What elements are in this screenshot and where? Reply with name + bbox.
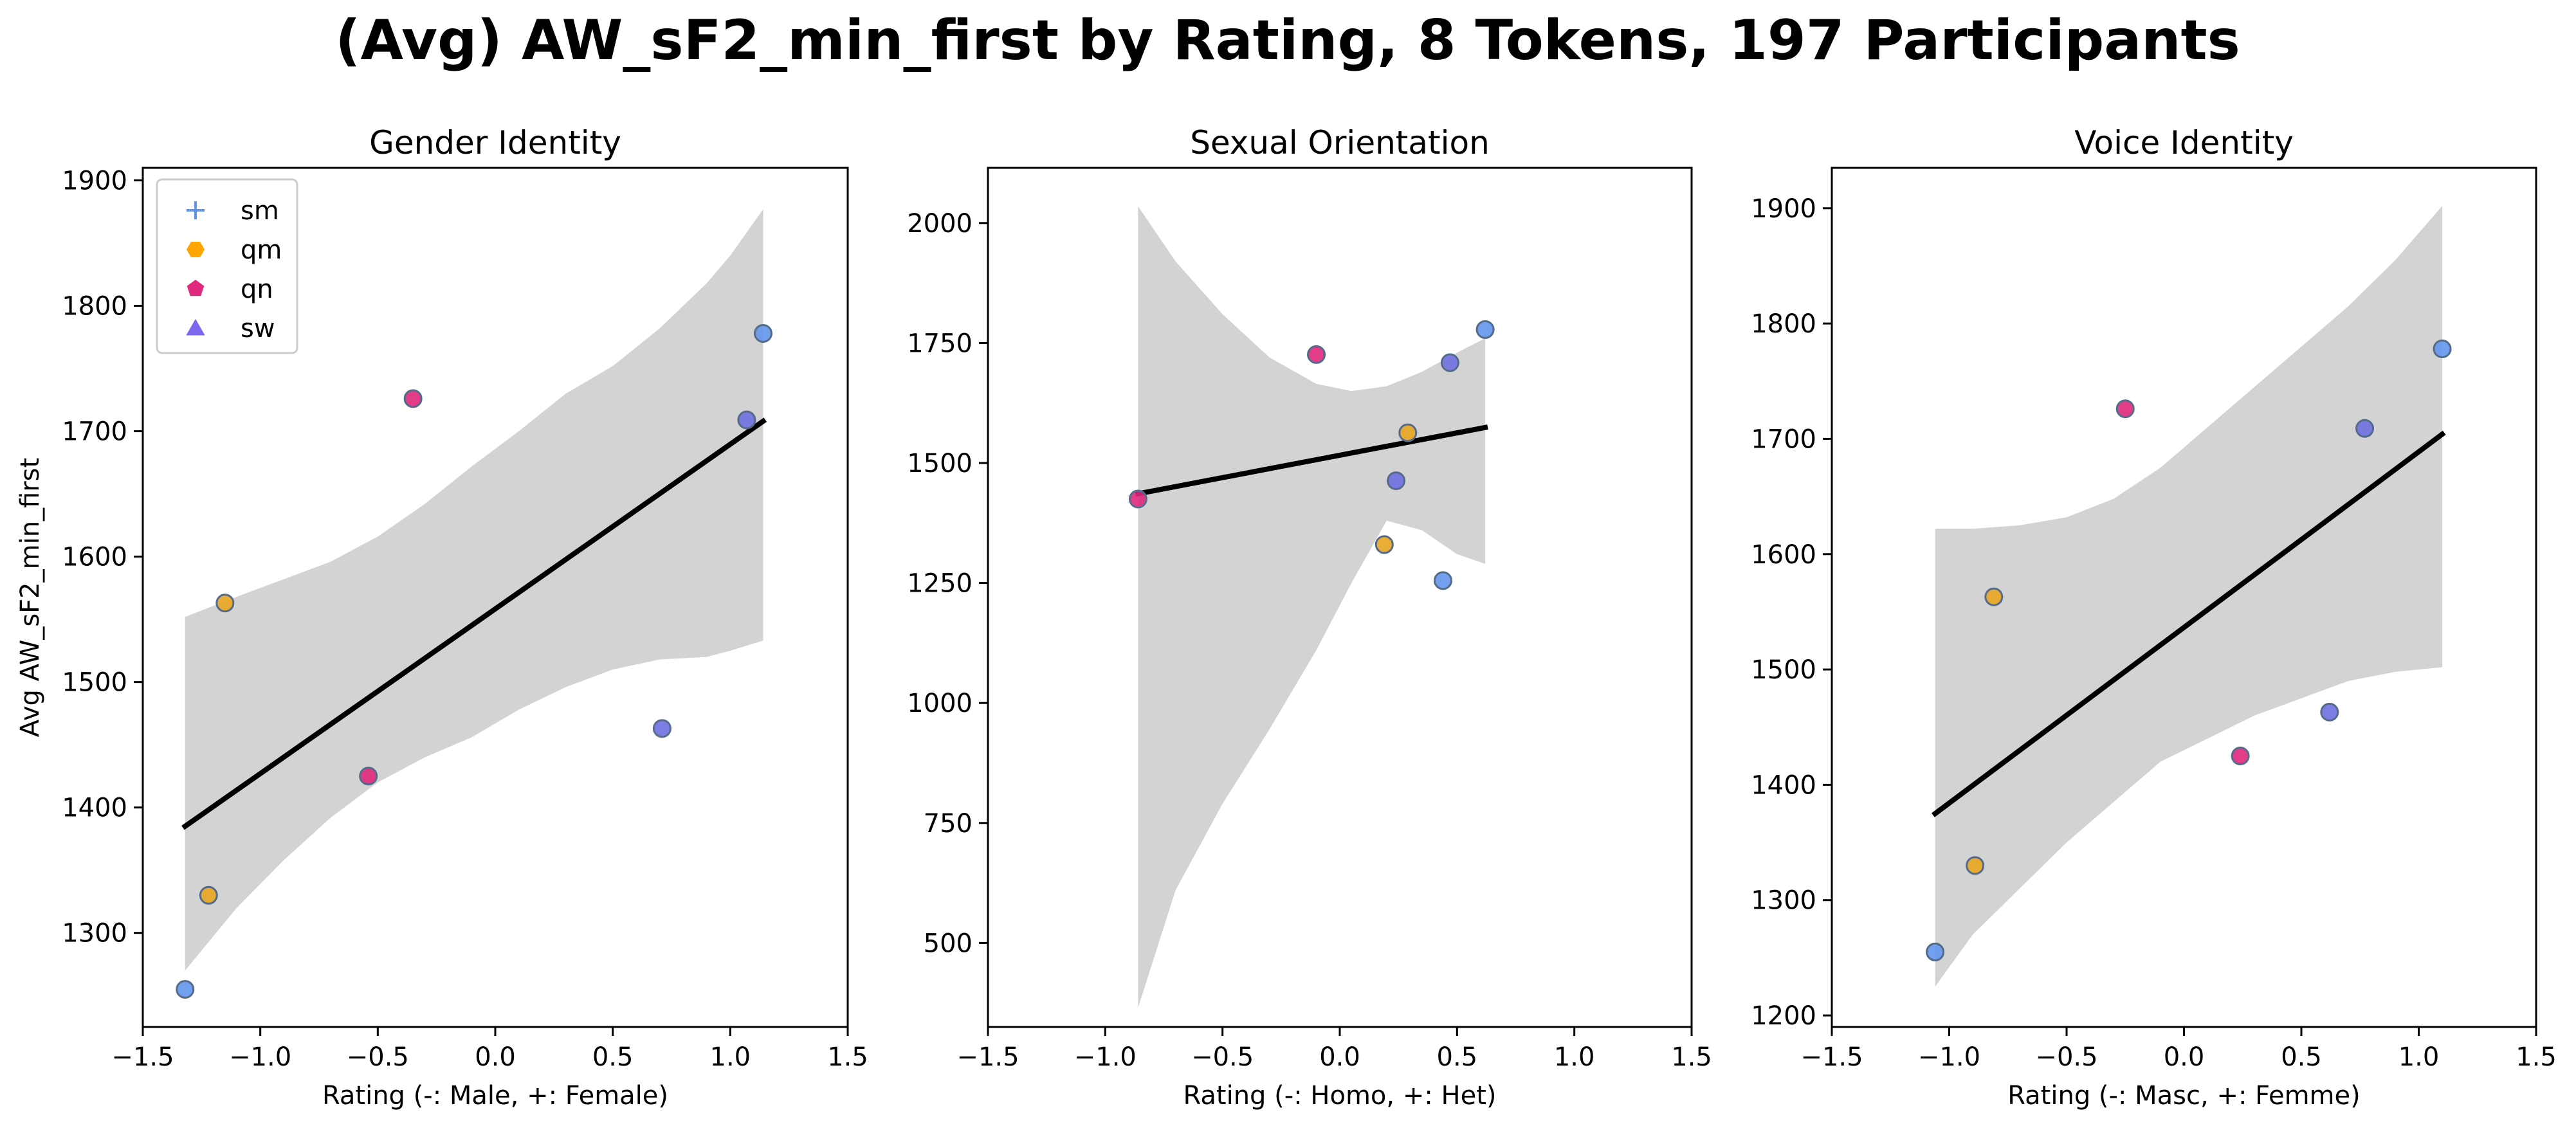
legend-marker-plus [187,201,205,219]
data-point-qm [1375,535,1394,554]
x-tick-label: 0.5 [2281,1042,2322,1072]
data-point-qn [1307,345,1326,364]
data-point-qn [359,767,378,786]
legend: sm qm qn sw [156,178,298,354]
data-point-qm [215,594,235,613]
panel-title: Gender Identity [369,124,621,161]
legend-label-qn: qn [241,275,273,304]
confidence-band [1138,206,1486,1008]
y-tick-label: 750 [924,809,973,839]
legend-label-sm: sm [241,196,279,226]
panel-2: −1.5 −1.0 −0.5 0.0 0.5 1.0 1.5 500 750 1000 1250 15… [907,124,1712,1111]
data-point-qm [199,885,218,905]
panel-title: Voice Identity [2074,124,2294,161]
data-point-qm [1966,856,1985,875]
x-tick-label: −1.5 [956,1042,1019,1072]
y-tick-label: 2000 [907,209,973,239]
y-tick-label: 1800 [1751,309,1816,339]
data-point-qn [1128,489,1147,509]
data-point-sw [737,410,756,430]
data-point-qm [1398,423,1418,442]
x-tick-label: −0.5 [2035,1042,2097,1072]
data-point-sm [1433,571,1452,590]
y-tick-label: 1900 [62,167,127,196]
legend-label-sw: sw [241,314,275,343]
y-tick-label: 1600 [1751,540,1816,570]
y-tick-label: 1700 [62,417,127,447]
y-tick-label: 1800 [62,292,127,322]
data-point-qn [2115,399,2135,419]
regression-line [1135,424,1488,497]
confidence-band [185,209,763,971]
data-point-sm [2433,340,2452,359]
regression-line [1932,430,2446,817]
y-tick-label: 1900 [1751,194,1816,224]
y-tick-label: 1500 [907,449,973,478]
y-tick-label: 1500 [1751,655,1816,685]
y-tick-label: 1300 [62,919,127,949]
data-point-sw [2320,702,2339,722]
x-tick-label: 0.5 [592,1042,634,1072]
data-point-sm [1475,320,1495,340]
x-tick-label: −1.0 [229,1042,291,1072]
figure-title: (Avg) AW_sF2_min_first by Rating, 8 Toke… [335,8,2240,73]
y-tick-label: 1000 [907,689,973,718]
y-tick-label: 1400 [1751,770,1816,800]
data-point-qn [2231,747,2250,766]
y-tick-label: 1250 [907,569,973,599]
y-tick-label: 1500 [62,668,127,698]
panel-1: −1.5 −1.0 −0.5 0.0 0.5 1.0 1.5 1300 1400 1500 1600… [15,124,868,1111]
x-tick-label: 0.5 [1437,1042,1478,1072]
legend-marker-pentagon [187,280,205,296]
x-tick-label: −0.5 [347,1042,409,1072]
panel-title: Sexual Orientation [1190,124,1490,161]
panels: −1.5 −1.0 −0.5 0.0 0.5 1.0 1.5 1300 1400 1500 1600… [15,124,2557,1111]
y-tick-label: 1750 [907,329,973,358]
panel-3: −1.5 −1.0 −0.5 0.0 0.5 1.0 1.5 1200 1300 1400 1500… [1751,124,2557,1111]
x-axis-label: Rating (-: Homo, +: Het) [1183,1081,1496,1111]
data-point-sm [176,979,195,999]
confidence-band [1935,206,2442,987]
x-tick-label: 1.0 [1554,1042,1595,1072]
x-axis-label: Rating (-: Male, +: Female) [322,1081,668,1111]
legend-marker-triangle [186,319,205,336]
x-tick-label: 1.0 [710,1042,751,1072]
y-tick-label: 1300 [1751,886,1816,916]
x-tick-label: −0.5 [1191,1042,1254,1072]
data-point-sw [652,719,671,738]
x-tick-label: 1.0 [2398,1042,2440,1072]
x-tick-label: 1.5 [827,1042,868,1072]
x-tick-label: 0.0 [1319,1042,1360,1072]
y-tick-label: 1600 [62,543,127,572]
legend-marker-hexagon [187,241,205,258]
x-tick-label: 0.0 [475,1042,516,1072]
x-tick-label: −1.5 [1800,1042,1863,1072]
y-tick-label: 1200 [1751,1001,1816,1031]
regression-line [181,417,767,830]
x-tick-label: 1.5 [1671,1042,1712,1072]
data-point-sm [753,323,772,343]
y-tick-label: 500 [924,929,973,958]
data-point-qn [403,389,423,408]
x-tick-label: −1.0 [1918,1042,1980,1072]
x-tick-label: 1.5 [2516,1042,2557,1072]
legend-box [156,178,298,354]
y-tick-label: 1400 [62,794,127,823]
x-tick-label: 0.0 [2164,1042,2205,1072]
legend-label-qm: qm [241,235,282,265]
x-axis-label: Rating (-: Masc, +: Femme) [2007,1081,2360,1111]
y-axis-label: Avg AW_sF2_min_first [15,458,45,737]
data-point-sw [2355,419,2375,438]
y-tick-label: 1700 [1751,424,1816,454]
x-tick-label: −1.5 [111,1042,174,1072]
data-point-sw [1440,353,1459,372]
data-point-sm [1926,942,1945,961]
data-point-sw [1387,471,1406,491]
data-point-qm [1984,587,2004,606]
x-tick-label: −1.0 [1074,1042,1137,1072]
